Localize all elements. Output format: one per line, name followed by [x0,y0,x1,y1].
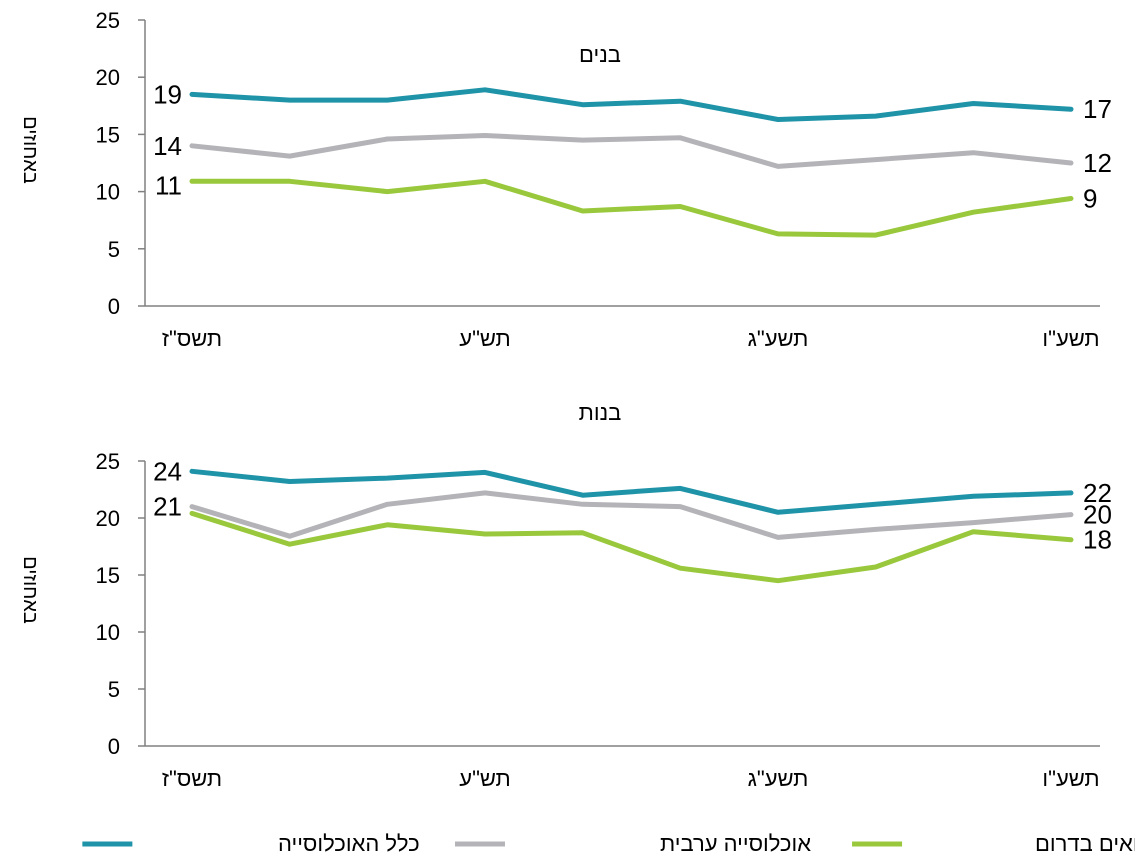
girls-end-value-label: 22 [1083,478,1112,508]
boys-series-line-0 [189,87,1074,122]
girls-x-tick-label: תשע"ו [1042,766,1099,791]
boys-end-value-label: 12 [1083,148,1112,178]
boys-start-value-label: 19 [153,79,182,109]
girls-end-value-label: 20 [1083,500,1112,530]
boys-y-tick-label: 15 [96,122,120,147]
girls-y-tick-label: 0 [108,734,120,759]
girls-y-tick-label: 10 [96,620,120,645]
girls-x-tick-label: תש"ע [459,766,510,791]
girls-y-axis-label: באחוזים [19,556,41,624]
boys-end-value-label: 9 [1083,183,1097,213]
boys-y-tick-label: 0 [108,294,120,319]
boys-start-value-label: 14 [153,131,182,161]
boys-x-tick-label: תשע"ג [748,326,809,351]
boys-y-axis-label: באחוזים [19,116,41,184]
boys-y-tick-label: 20 [96,65,120,90]
boys-start-value-label: 11 [155,170,182,200]
girls-y-tick-label: 5 [108,677,120,702]
girls-series-line-2 [189,510,1074,584]
boys-end-value-label: 17 [1083,94,1112,124]
girls-x-tick-label: תשע"ג [748,766,809,791]
girls-x-tick-label: תשס"ז [162,766,222,791]
legend-label-1: אוכלוסייה ערבית [660,831,811,856]
girls-y-tick-label: 20 [96,506,120,531]
girls-chart-title: בנות [579,400,622,425]
girls-start-value-label: 24 [153,456,182,486]
girls-end-value-label: 18 [1083,525,1112,555]
boys-y-tick-label: 5 [108,237,120,262]
girls-y-tick-label: 25 [96,449,120,474]
girls-series-line-1 [189,490,1074,540]
boys-series-line-2 [189,178,1074,238]
boys-y-tick-label: 10 [96,180,120,205]
boys-x-tick-label: תש"ע [459,326,510,351]
girls-start-value-label: 21 [153,492,182,522]
girls-y-tick-label: 15 [96,563,120,588]
boys-series-line-1 [189,133,1074,169]
legend-label-2: בדואים בדרום [1035,831,1135,856]
boys-x-tick-label: תשע"ו [1042,326,1099,351]
girls-series-line-0 [189,468,1074,515]
boys-chart-title: בנים [579,42,621,67]
boys-x-tick-label: תשס"ז [162,326,222,351]
boys-y-tick-label: 25 [96,8,120,33]
legend-label-0: כלל האוכלוסייה [278,831,420,856]
